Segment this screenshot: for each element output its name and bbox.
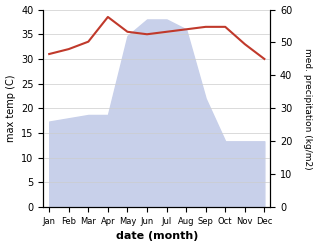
Y-axis label: med. precipitation (kg/m2): med. precipitation (kg/m2) xyxy=(303,48,313,169)
X-axis label: date (month): date (month) xyxy=(116,231,198,242)
Y-axis label: max temp (C): max temp (C) xyxy=(5,75,16,142)
